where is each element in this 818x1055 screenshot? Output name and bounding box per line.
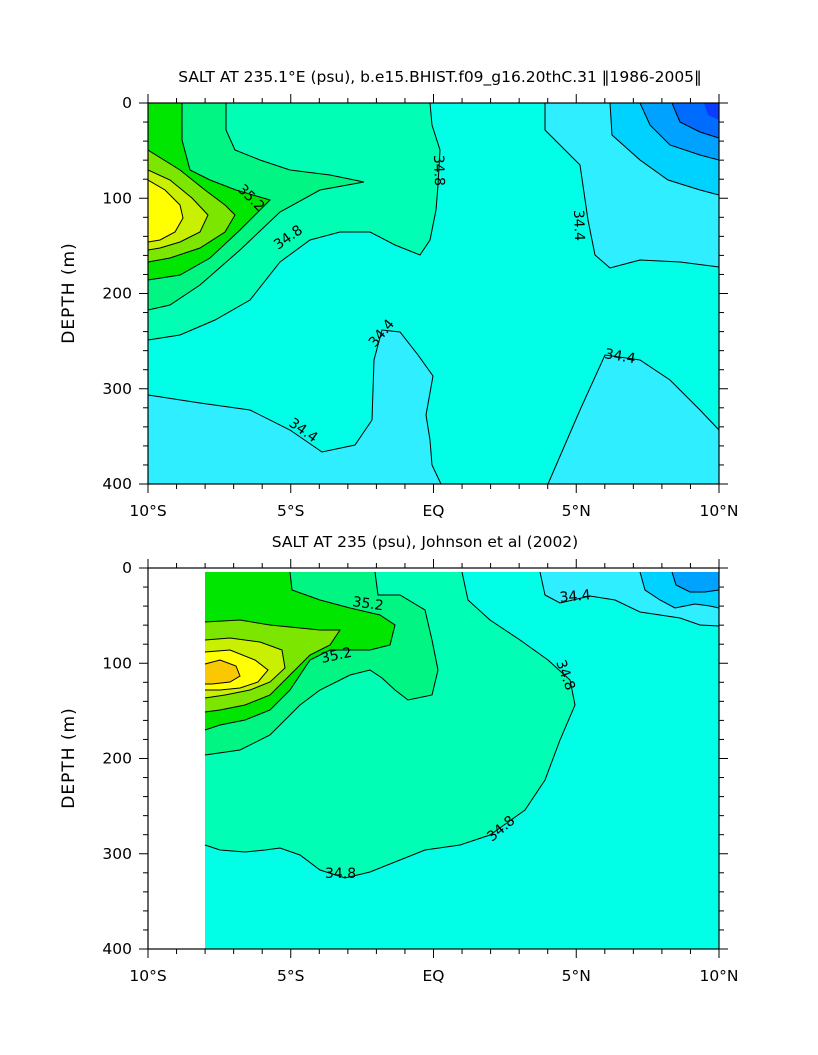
contour-line: [148, 169, 209, 251]
contour-line: [204, 571, 576, 879]
contour-label: 35.2: [351, 594, 384, 614]
y-tick-label: 200: [102, 750, 132, 768]
contour-line: [148, 329, 442, 484]
region-36-0: [205, 660, 240, 684]
panel-top: SALT AT 235.1°E (psu), b.e15.BHIST.f09_g…: [59, 68, 739, 520]
contour-label: 34.4: [603, 346, 637, 367]
contour-line: [204, 637, 286, 699]
panel-bottom: SALT AT 235 (psu), Johnson et al (2002): [59, 533, 739, 985]
contour-line: [204, 649, 269, 691]
x-tick-label: 10°S: [129, 502, 166, 520]
region-34-4-deep-left: [148, 330, 441, 484]
contour-label: 35.2: [320, 645, 354, 667]
region-34-0-upper-right: [672, 572, 719, 592]
y-tick-label: 200: [102, 285, 132, 303]
chart-title-top: SALT AT 235.1°E (psu), b.e15.BHIST.f09_g…: [178, 68, 702, 87]
axes-top: 10°S 5°S EQ 5°N 10°N 0 100 200 300 400: [102, 94, 739, 520]
contour-line: [639, 103, 719, 161]
contour-line: [204, 571, 439, 756]
y-tick-label: 100: [102, 189, 132, 207]
contour-lines-bottom: [204, 571, 719, 879]
contour-line: [148, 103, 441, 341]
y-axis-label-top: DEPTH (m): [59, 242, 79, 343]
contour-line: [671, 571, 719, 593]
x-tick-label: 10°S: [129, 967, 166, 985]
contour-label: 34.8: [325, 866, 356, 882]
x-tick-label: 5°S: [277, 502, 304, 520]
y-tick-label: 300: [102, 845, 132, 863]
contour-label: 34.4: [559, 587, 592, 606]
contour-line: [204, 571, 396, 731]
contour-line: [547, 354, 719, 484]
x-tick-label: 10°N: [699, 502, 738, 520]
contour-line: [148, 179, 184, 243]
y-tick-label: 400: [102, 940, 132, 958]
contour-line: [204, 659, 241, 685]
y-tick-label: 400: [102, 475, 132, 493]
x-tick-label: EQ: [423, 502, 445, 520]
contour-line: [204, 619, 341, 713]
contour-label: 34.4: [570, 210, 587, 242]
y-tick-label: 0: [122, 94, 132, 112]
contour-line: [539, 571, 719, 627]
contour-line: [148, 103, 365, 311]
contour-line: [148, 149, 236, 263]
x-tick-label: 5°S: [277, 967, 304, 985]
y-axis-label-bottom: DEPTH (m): [59, 707, 79, 808]
y-tick-label: 0: [122, 559, 132, 577]
contour-line: [148, 103, 271, 281]
y-tick-label: 300: [102, 380, 132, 398]
x-tick-label: EQ: [423, 967, 445, 985]
contour-line: [671, 103, 719, 139]
x-tick-label: 10°N: [699, 967, 738, 985]
contour-label: 34.8: [430, 155, 447, 187]
region-35-8-upper-left: [148, 180, 183, 242]
x-tick-label: 5°N: [562, 967, 591, 985]
contour-line: [639, 571, 719, 609]
contour-line: [544, 103, 719, 269]
region-33-6-upper-right: [704, 103, 719, 120]
y-tick-label: 100: [102, 654, 132, 672]
chart-title-bottom: SALT AT 235 (psu), Johnson et al (2002): [272, 533, 578, 551]
contour-fill-top: [148, 103, 719, 484]
x-tick-label: 5°N: [562, 502, 591, 520]
contour-line: [609, 103, 719, 196]
contour-fill-bottom: [205, 572, 719, 949]
contour-lines-top: [148, 103, 719, 484]
axes-bottom: 10°S 5°S EQ 5°N 10°N 0 100 200 300 400: [102, 559, 739, 985]
